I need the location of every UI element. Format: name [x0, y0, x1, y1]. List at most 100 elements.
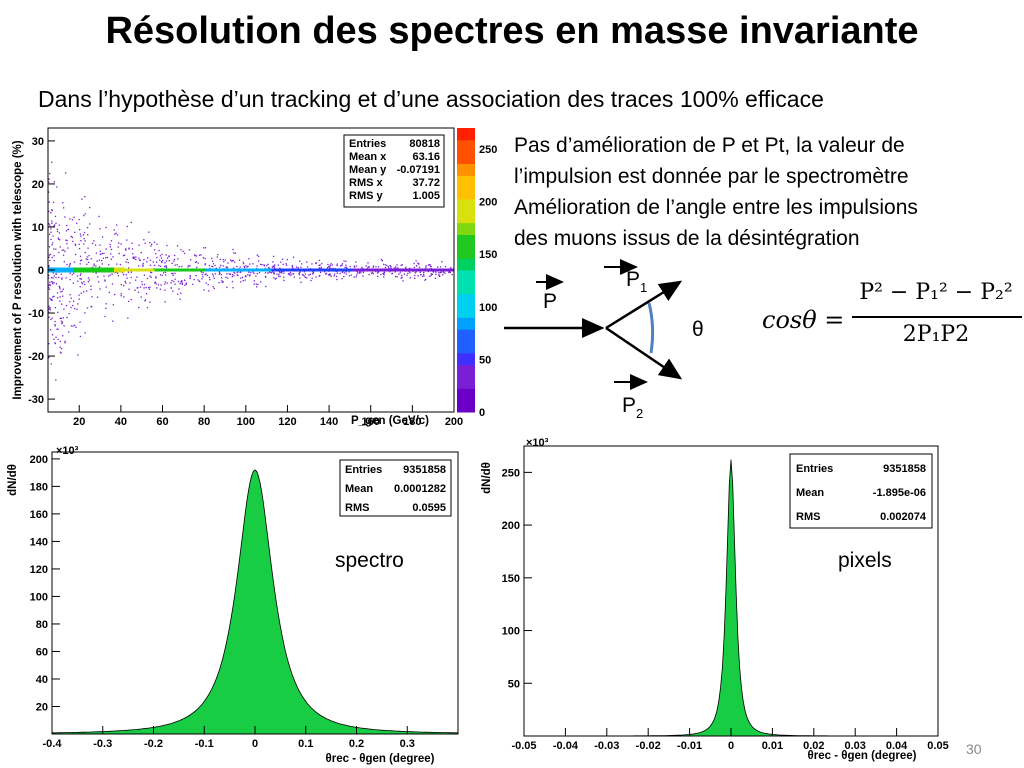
x-tick-label: -0.01 [677, 740, 702, 752]
scatter-point [105, 257, 107, 259]
scatter-point [329, 264, 331, 266]
scatter-point [150, 243, 153, 246]
scatter-point [333, 275, 335, 277]
scatter-point [390, 267, 392, 269]
scatter-point [333, 273, 336, 275]
scatter-point [306, 261, 308, 263]
scatter-point [226, 273, 228, 275]
scatter-y-tick-label: -30 [28, 394, 44, 406]
scatter-point [144, 242, 146, 244]
scatter-point [136, 287, 138, 289]
scatter-point [48, 178, 50, 180]
scatter-point [292, 267, 294, 269]
colorbar-segment [457, 293, 475, 306]
scatter-point [396, 276, 398, 278]
spectro-stats-box: Entries 9351858 Mean 0.0001282 RMS 0.0595 [339, 459, 452, 517]
scatter-point [220, 273, 223, 276]
scatter-point [142, 264, 144, 266]
scatter-point [198, 280, 201, 282]
scatter-point [383, 276, 385, 278]
scatter-point [59, 239, 61, 241]
colorbar-segment [457, 163, 475, 176]
scatter-point [292, 273, 295, 275]
x-tick-label: 0.02 [803, 740, 824, 752]
scatter-point [260, 281, 262, 283]
scatter-point [196, 266, 198, 269]
scatter-point [135, 279, 137, 281]
scatter-point [69, 272, 71, 275]
scatter-point [160, 284, 162, 286]
scatter-band-bin [251, 268, 257, 272]
scatter-point [377, 275, 379, 278]
scatter-point [79, 260, 82, 262]
scatter-point [149, 259, 152, 261]
scatter-point [80, 235, 82, 237]
scatter-point [281, 272, 283, 274]
scatter-point [84, 213, 86, 215]
scatter-band-bin [352, 268, 359, 272]
scatter-point [146, 277, 149, 280]
scatter-point [233, 252, 235, 254]
scatter-point [292, 256, 295, 258]
scatter-point [330, 275, 332, 277]
scatter-point [116, 263, 118, 265]
scatter-point [108, 264, 110, 266]
resolution-scatter-chart: 20 40 60 80 100 120 140 160 180 200 3020100-10-20… [12, 127, 497, 428]
scatter-point [78, 229, 81, 231]
y-tick-label: 40 [36, 674, 48, 686]
scatter-band-bin [73, 267, 79, 273]
scatter-point [264, 272, 267, 274]
stats-label: RMS y [349, 190, 384, 202]
scatter-point [51, 299, 53, 302]
scatter-y-tick-label: 10 [32, 222, 44, 234]
scatter-point [59, 351, 62, 353]
scatter-point [88, 279, 90, 281]
scatter-point [212, 275, 215, 277]
scatter-point [439, 271, 441, 274]
scatter-point [335, 270, 337, 273]
scatter-point [187, 266, 189, 268]
scatter-point [269, 271, 271, 274]
scatter-point [430, 274, 432, 277]
scatter-point [142, 265, 144, 267]
scatter-point [105, 286, 107, 288]
scatter-point [189, 265, 191, 267]
scatter-band-bin [159, 268, 166, 272]
scatter-point [49, 309, 52, 311]
scatter-point [78, 218, 80, 221]
scatter-point [309, 273, 311, 275]
scatter-band-bin [423, 268, 430, 272]
scatter-point [126, 258, 128, 261]
scatter-point [104, 280, 106, 282]
scatter-point [130, 271, 132, 273]
pixels-label: pixels [838, 549, 892, 572]
scatter-point [72, 282, 74, 284]
histogram-area [51, 469, 459, 735]
scatter-point [74, 244, 77, 247]
y-tick-label: 50 [508, 678, 520, 690]
scatter-point [165, 254, 167, 256]
scatter-point [171, 279, 173, 282]
scatter-point [380, 258, 383, 261]
scatter-point [295, 266, 298, 268]
scatter-band-bin [245, 268, 252, 272]
scatter-point [362, 271, 365, 274]
scatter-point [318, 264, 320, 267]
scatter-point [98, 215, 100, 218]
scatter-point [112, 320, 114, 322]
scatter-point [353, 266, 356, 268]
scatter-point [219, 266, 221, 268]
scatter-point [126, 277, 128, 279]
scatter-band-bin [316, 268, 323, 272]
scatter-point [356, 272, 359, 274]
scatter-point [365, 265, 367, 267]
stats-value: 0.0001282 [394, 483, 446, 495]
x-tick-label: 0 [728, 740, 734, 752]
scatter-point [48, 246, 51, 248]
stats-value: 80818 [409, 138, 440, 150]
colorbar-segment [457, 128, 475, 141]
scatter-point [146, 306, 149, 309]
scatter-point [209, 278, 211, 281]
scatter-point [321, 263, 323, 265]
scatter-point [50, 281, 53, 283]
